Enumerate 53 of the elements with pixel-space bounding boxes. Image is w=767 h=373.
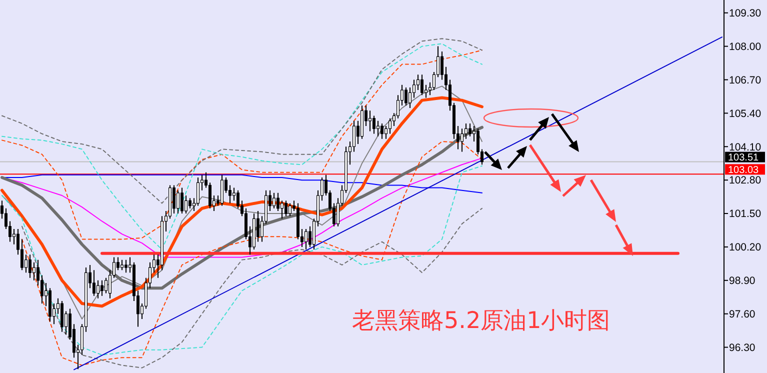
candlestick bbox=[196, 176, 200, 206]
candlestick bbox=[184, 195, 188, 214]
candlestick bbox=[416, 74, 420, 91]
candlestick bbox=[172, 184, 176, 214]
candlestick bbox=[372, 115, 376, 134]
y-tick-label: 106.70 bbox=[729, 74, 762, 86]
candlestick bbox=[368, 110, 372, 132]
candlestick bbox=[464, 122, 468, 140]
candlestick bbox=[468, 122, 472, 137]
candlestick bbox=[272, 192, 276, 209]
candlestick bbox=[124, 259, 128, 274]
candlestick bbox=[180, 187, 184, 214]
candlestick bbox=[104, 277, 108, 294]
candlestick bbox=[380, 122, 384, 140]
candlestick bbox=[32, 262, 36, 281]
line-series bbox=[2, 38, 482, 204]
y-tick-label: 108.00 bbox=[729, 40, 762, 53]
candlestick bbox=[460, 128, 464, 152]
candlestick bbox=[288, 202, 292, 217]
candlestick bbox=[352, 120, 356, 152]
y-tick-label: 101.50 bbox=[729, 208, 762, 220]
candlestick bbox=[280, 200, 284, 220]
candlestick bbox=[408, 86, 412, 109]
y-tick-label: 102.80 bbox=[729, 174, 762, 187]
candlestick bbox=[284, 200, 288, 217]
y-tick-label: 109.30 bbox=[729, 8, 762, 20]
candlestick bbox=[96, 280, 100, 299]
candlestick bbox=[376, 120, 380, 137]
candlestick bbox=[388, 118, 392, 134]
candlestick bbox=[120, 259, 124, 271]
y-tick-label: 100.20 bbox=[729, 242, 762, 254]
candlestick bbox=[220, 174, 224, 206]
candlestick bbox=[60, 300, 64, 332]
y-tick-label: 98.90 bbox=[729, 275, 756, 288]
y-tick-label: 105.40 bbox=[729, 108, 762, 120]
line-series bbox=[2, 165, 482, 356]
y-tick-label: 96.30 bbox=[729, 342, 756, 354]
candlestick bbox=[188, 198, 192, 209]
candlestick bbox=[100, 280, 104, 296]
ref-line-label: 103.51 bbox=[728, 152, 760, 164]
candlestick bbox=[404, 86, 408, 106]
y-tick-label: 97.60 bbox=[729, 308, 756, 321]
candlestick bbox=[304, 228, 308, 250]
line-series bbox=[22, 208, 482, 368]
candlestick bbox=[176, 190, 180, 214]
candlestick bbox=[92, 270, 96, 296]
candlestick bbox=[28, 254, 32, 278]
annotation: 老黑策略5.2原油1小时图 bbox=[352, 308, 610, 334]
ref-line-label: 103.03 bbox=[728, 164, 760, 176]
y-tick-label: 104.10 bbox=[729, 141, 762, 154]
candlestick bbox=[276, 192, 280, 212]
candlestick bbox=[208, 182, 212, 209]
candlestick bbox=[420, 74, 424, 96]
